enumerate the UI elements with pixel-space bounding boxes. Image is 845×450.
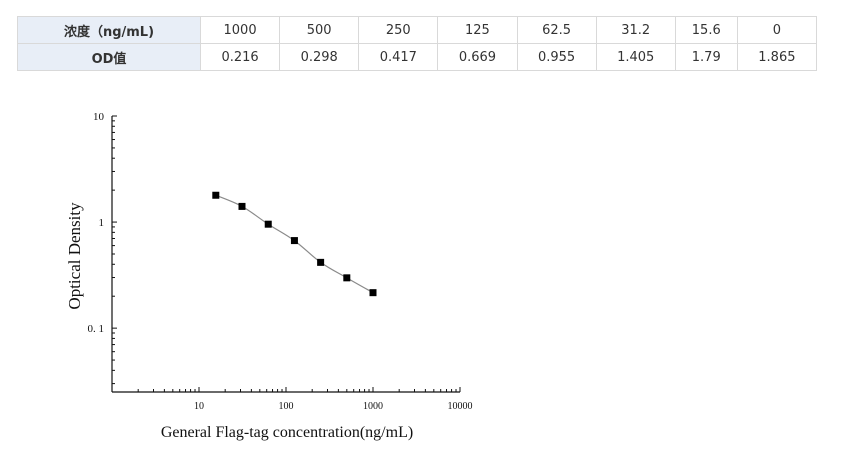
table-cell: 0.417 bbox=[358, 43, 439, 71]
x-tick-label: 1000 bbox=[363, 401, 383, 412]
table-cell: 0.216 bbox=[199, 43, 281, 71]
y-axis-label: Optical Density bbox=[65, 202, 84, 310]
y-tick-label: 0. 1 bbox=[88, 323, 105, 335]
table-cell: 125 bbox=[437, 16, 518, 44]
table-row-od: OD值 0.216 0.298 0.417 0.669 0.955 1.405 … bbox=[17, 43, 818, 71]
standard-curve-table: 浓度（ng/mL) 1000 500 250 125 62.5 31.2 15.… bbox=[17, 16, 818, 71]
table-cell: 0 bbox=[736, 16, 818, 44]
table-cell: 500 bbox=[279, 16, 360, 44]
data-point bbox=[264, 220, 272, 228]
od-header: OD值 bbox=[17, 43, 201, 71]
table-cell: 0.298 bbox=[279, 43, 360, 71]
x-tick-label: 10000 bbox=[448, 401, 473, 412]
table-cell: 1000 bbox=[199, 16, 281, 44]
data-points-group bbox=[212, 191, 377, 297]
table-cell: 1.405 bbox=[595, 43, 676, 71]
y-tick-label: 1 bbox=[99, 217, 105, 229]
table-cell: 62.5 bbox=[516, 16, 597, 44]
table-row-concentration: 浓度（ng/mL) 1000 500 250 125 62.5 31.2 15.… bbox=[17, 16, 818, 44]
y-tick-label: 10 bbox=[93, 111, 105, 123]
x-tick-label: 10 bbox=[194, 401, 204, 412]
data-point bbox=[290, 237, 298, 245]
table-cell: 1.79 bbox=[674, 43, 738, 71]
chart-axes: 10 100 1000 10000 10 1 0. 1 bbox=[88, 111, 473, 412]
table-cell: 1.865 bbox=[736, 43, 818, 71]
data-point bbox=[317, 258, 325, 266]
table-cell: 31.2 bbox=[595, 16, 676, 44]
concentration-header: 浓度（ng/mL) bbox=[17, 16, 201, 44]
data-point bbox=[212, 191, 220, 199]
data-point bbox=[238, 202, 246, 210]
table-cell: 0.669 bbox=[437, 43, 518, 71]
table-cell: 0.955 bbox=[516, 43, 597, 71]
x-tick-label: 100 bbox=[279, 401, 294, 412]
data-point bbox=[343, 274, 351, 282]
data-point bbox=[369, 289, 377, 297]
x-axis-label: General Flag-tag concentration(ng/mL) bbox=[161, 424, 413, 441]
